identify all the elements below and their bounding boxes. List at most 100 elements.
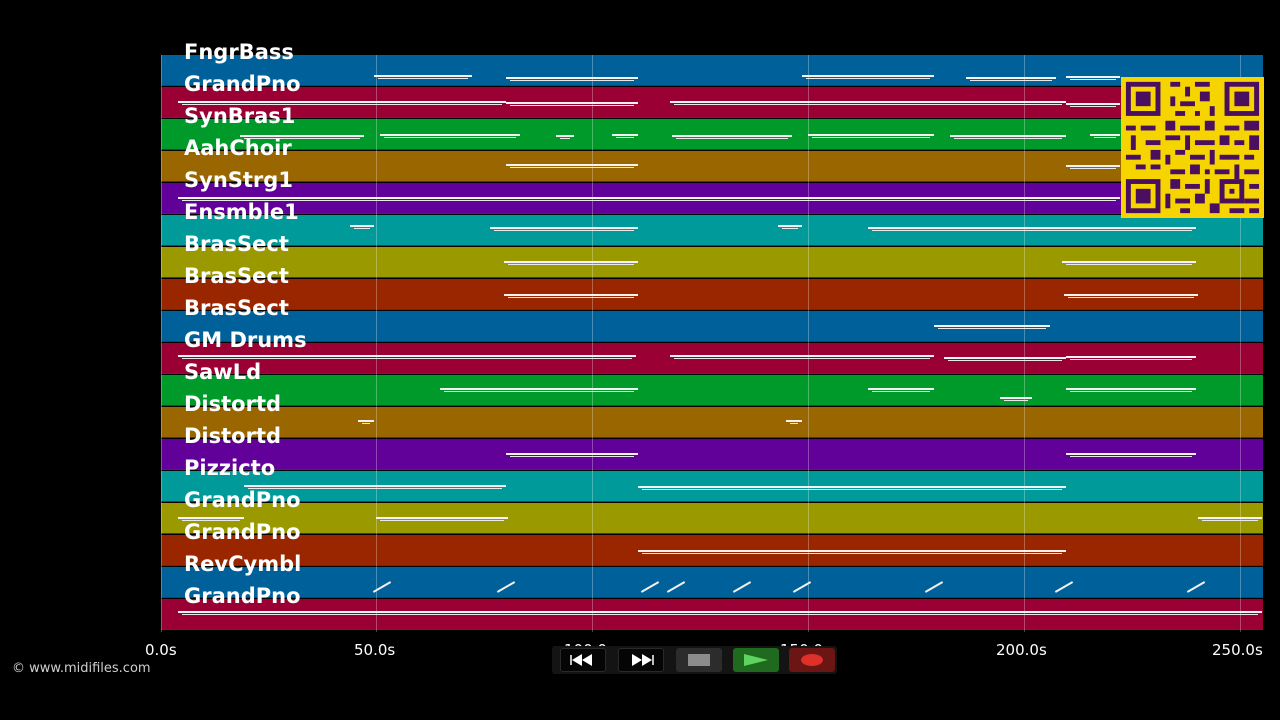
note-segment bbox=[182, 104, 502, 105]
note-segment bbox=[806, 78, 930, 79]
stop-icon bbox=[688, 654, 710, 666]
note-segment bbox=[970, 80, 1052, 81]
note-segment bbox=[494, 230, 634, 231]
copyright-credit: © www.midifiles.com bbox=[12, 661, 151, 676]
time-tick-50: 50.0s bbox=[354, 641, 396, 659]
note-segment bbox=[1066, 388, 1196, 390]
play-icon bbox=[744, 654, 768, 666]
note-segment bbox=[934, 325, 1050, 327]
track-label: Distortd bbox=[184, 424, 282, 448]
track-lane bbox=[161, 279, 1263, 310]
note-segment bbox=[510, 167, 634, 168]
fast-forward-button[interactable] bbox=[618, 648, 664, 672]
qr-code bbox=[1121, 77, 1264, 218]
note-segment bbox=[1066, 165, 1120, 167]
track-label: SynBras1 bbox=[184, 104, 296, 128]
note-segment bbox=[182, 200, 1116, 201]
note-segment bbox=[510, 105, 634, 106]
note-segment bbox=[1070, 456, 1192, 457]
time-tick-250: 250.0s bbox=[1212, 641, 1263, 659]
grid-line bbox=[1240, 55, 1241, 632]
note-segment bbox=[950, 135, 1066, 137]
note-segment bbox=[872, 230, 1192, 231]
note-segment bbox=[674, 104, 1062, 105]
note-segment bbox=[1070, 79, 1116, 80]
time-tick-0: 0.0s bbox=[145, 641, 177, 659]
note-segment bbox=[670, 355, 934, 357]
grid-line bbox=[1024, 55, 1025, 632]
note-segment bbox=[362, 423, 370, 424]
note-segment bbox=[1070, 391, 1192, 392]
note-segment bbox=[676, 138, 788, 139]
note-segment bbox=[508, 264, 634, 265]
note-segment bbox=[1066, 264, 1192, 265]
note-segment bbox=[490, 227, 638, 229]
note-segment bbox=[178, 517, 244, 519]
note-segment bbox=[1066, 103, 1120, 105]
note-segment bbox=[1202, 520, 1258, 521]
transport-controls bbox=[552, 646, 837, 674]
grid-line bbox=[376, 55, 377, 632]
note-segment bbox=[1198, 517, 1262, 519]
note-segment bbox=[444, 391, 634, 392]
note-segment bbox=[642, 489, 1062, 490]
note-segment bbox=[350, 225, 374, 227]
record-button[interactable] bbox=[789, 648, 835, 672]
track-lane bbox=[161, 567, 1263, 598]
note-segment bbox=[948, 360, 1062, 361]
play-button[interactable] bbox=[733, 648, 779, 672]
note-segment bbox=[506, 164, 638, 166]
note-segment bbox=[380, 520, 504, 521]
note-segment bbox=[244, 485, 506, 487]
note-segment bbox=[510, 80, 634, 81]
track-label: GrandPno bbox=[184, 584, 301, 608]
note-segment bbox=[1094, 137, 1116, 138]
track-label: SynStrg1 bbox=[184, 168, 293, 192]
rewind-button[interactable] bbox=[560, 648, 606, 672]
note-segment bbox=[672, 135, 792, 137]
track-label: RevCymbl bbox=[184, 552, 302, 576]
track-label: GrandPno bbox=[184, 488, 301, 512]
grid-line bbox=[592, 55, 593, 632]
note-segment bbox=[1000, 397, 1032, 399]
stop-button[interactable] bbox=[676, 648, 722, 672]
track-label: BrasSect bbox=[184, 296, 289, 320]
note-segment bbox=[868, 227, 1196, 229]
track-lane bbox=[161, 503, 1263, 534]
note-segment bbox=[812, 137, 930, 138]
note-segment bbox=[1068, 297, 1194, 298]
note-segment bbox=[178, 197, 1120, 199]
track-label: BrasSect bbox=[184, 264, 289, 288]
note-segment bbox=[1070, 106, 1116, 107]
note-segment bbox=[380, 134, 520, 136]
time-tick-200: 200.0s bbox=[996, 641, 1047, 659]
record-icon bbox=[801, 654, 823, 666]
note-segment bbox=[642, 553, 1062, 554]
track-label: GrandPno bbox=[184, 520, 301, 544]
note-segment bbox=[1066, 453, 1196, 455]
note-segment bbox=[182, 358, 632, 359]
qr-code-graphic bbox=[1125, 81, 1260, 214]
track-label: AahChoir bbox=[184, 136, 292, 160]
note-segment bbox=[1070, 168, 1116, 169]
note-segment bbox=[938, 328, 1046, 329]
note-segment bbox=[504, 294, 638, 296]
note-segment bbox=[384, 137, 516, 138]
note-segment bbox=[440, 388, 638, 390]
grid-line bbox=[161, 55, 162, 632]
track-label: GrandPno bbox=[184, 72, 301, 96]
note-segment bbox=[944, 357, 1066, 359]
note-segment bbox=[376, 517, 508, 519]
note-segment bbox=[178, 101, 506, 103]
note-segment bbox=[374, 75, 472, 77]
note-segment bbox=[378, 78, 468, 79]
note-segment bbox=[808, 134, 934, 136]
note-segment bbox=[868, 388, 934, 390]
note-segment bbox=[612, 134, 638, 136]
track-label: FngrBass bbox=[184, 40, 294, 64]
note-segment bbox=[506, 77, 638, 79]
grid-line bbox=[808, 55, 809, 632]
track-lane bbox=[161, 375, 1263, 406]
note-segment bbox=[674, 358, 930, 359]
